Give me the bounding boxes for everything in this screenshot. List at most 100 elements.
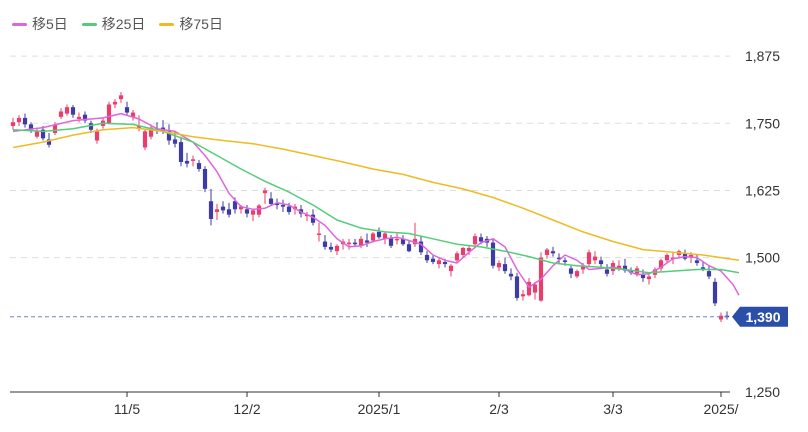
candle-body [220, 206, 226, 211]
candle-body [580, 265, 586, 270]
candle-body [604, 269, 610, 274]
candle-body [466, 247, 472, 252]
y-tick-label: 1,500 [745, 250, 780, 266]
candle-body [166, 131, 172, 141]
candle-body [28, 124, 34, 130]
legend-item-ma5[interactable]: 移5日 [12, 14, 68, 34]
candle-body [70, 107, 76, 115]
candle-body [478, 237, 484, 242]
candle-body [244, 209, 250, 214]
ma-line-2 [12, 126, 740, 262]
grid-lines [10, 55, 730, 393]
candle-body [346, 242, 352, 245]
candle-body [112, 101, 118, 105]
candle-body [52, 124, 58, 133]
candle-body [424, 254, 430, 261]
candle-body [532, 284, 538, 293]
candle-body [508, 273, 514, 277]
candle-body [400, 238, 406, 245]
candle-body [196, 163, 202, 169]
candle-body [10, 122, 16, 126]
y-tick-label: 1,750 [745, 115, 780, 131]
candle-body [214, 209, 220, 212]
candle-body [334, 245, 340, 252]
candle-body [556, 257, 562, 260]
x-tick-label: 2025/ [703, 401, 738, 417]
candle-body [526, 281, 532, 296]
candle-body [514, 276, 520, 298]
candle-body [592, 256, 598, 261]
candle-body [190, 159, 196, 161]
candles [10, 92, 730, 323]
candle-body [202, 168, 208, 189]
moving-average-lines [12, 112, 740, 296]
candle-body [658, 260, 664, 269]
y-tick-label: 1,250 [745, 384, 780, 400]
candle-body [58, 111, 64, 117]
candle-body [274, 202, 280, 205]
candle-body [364, 240, 370, 243]
legend-label-ma5: 移5日 [32, 16, 68, 32]
candle-body [640, 274, 646, 279]
legend-label-ma75: 移75日 [179, 16, 223, 32]
candle-body [664, 254, 670, 261]
candle-body [262, 190, 268, 194]
candle-body [322, 241, 328, 247]
candle-body [22, 117, 28, 125]
y-axis: 1,875 1,750 1,625 1,500 1,250 [745, 48, 780, 400]
candle-body [460, 247, 466, 255]
candle-body [448, 265, 454, 272]
candle-body [40, 129, 46, 139]
candle-body [130, 112, 136, 117]
y-tick-label: 1,875 [745, 48, 780, 64]
candle-body [568, 268, 574, 274]
candle-body [178, 142, 184, 162]
candle-body [358, 238, 364, 246]
candle-body [370, 233, 376, 241]
current-price-label: 1,390 [745, 309, 780, 325]
x-tick-label: 3/3 [603, 401, 623, 417]
candle-body [316, 233, 322, 235]
candle-body [232, 201, 238, 210]
current-price-badge [732, 306, 788, 327]
legend-swatch-ma5 [12, 22, 27, 26]
candle-body [520, 294, 526, 297]
current-price-marker: 1,390 [10, 306, 788, 327]
ma-line-0 [12, 112, 740, 296]
candle-body [256, 205, 262, 215]
x-tick-label: 11/5 [114, 401, 140, 417]
candle-body [310, 214, 316, 223]
candle-body [418, 241, 424, 253]
candle-body [148, 127, 154, 137]
legend-label-ma25: 移25日 [101, 16, 146, 32]
candle-body [496, 263, 502, 268]
candle-body [700, 267, 706, 269]
candle-body [64, 107, 70, 114]
legend-item-ma75[interactable]: 移75日 [159, 14, 223, 34]
candle-body [280, 204, 286, 207]
ma-line-1 [12, 122, 740, 274]
candle-body [550, 251, 556, 254]
candle-body [118, 95, 124, 100]
candle-body [442, 261, 448, 265]
x-tick-label: 2/3 [489, 401, 509, 417]
candle-body [430, 258, 436, 262]
legend-swatch-ma25 [81, 22, 97, 26]
candle-body [712, 281, 718, 304]
legend-item-ma25[interactable]: 移25日 [81, 14, 146, 34]
candle-body [646, 276, 652, 280]
candle-body [82, 114, 88, 121]
legend-swatch-ma75 [159, 22, 175, 26]
candle-body [142, 131, 148, 148]
candle-body [328, 246, 334, 250]
candle-body [706, 271, 712, 277]
x-axis: 11/5 12/2 2025/1 2/3 3/3 2025/ [114, 392, 739, 417]
candle-body [436, 260, 442, 265]
y-tick-label: 1,625 [745, 182, 780, 198]
candle-body [394, 238, 400, 241]
candle-body [88, 123, 94, 130]
candle-body [688, 254, 694, 258]
candle-body [94, 131, 100, 141]
candle-body [46, 139, 52, 145]
